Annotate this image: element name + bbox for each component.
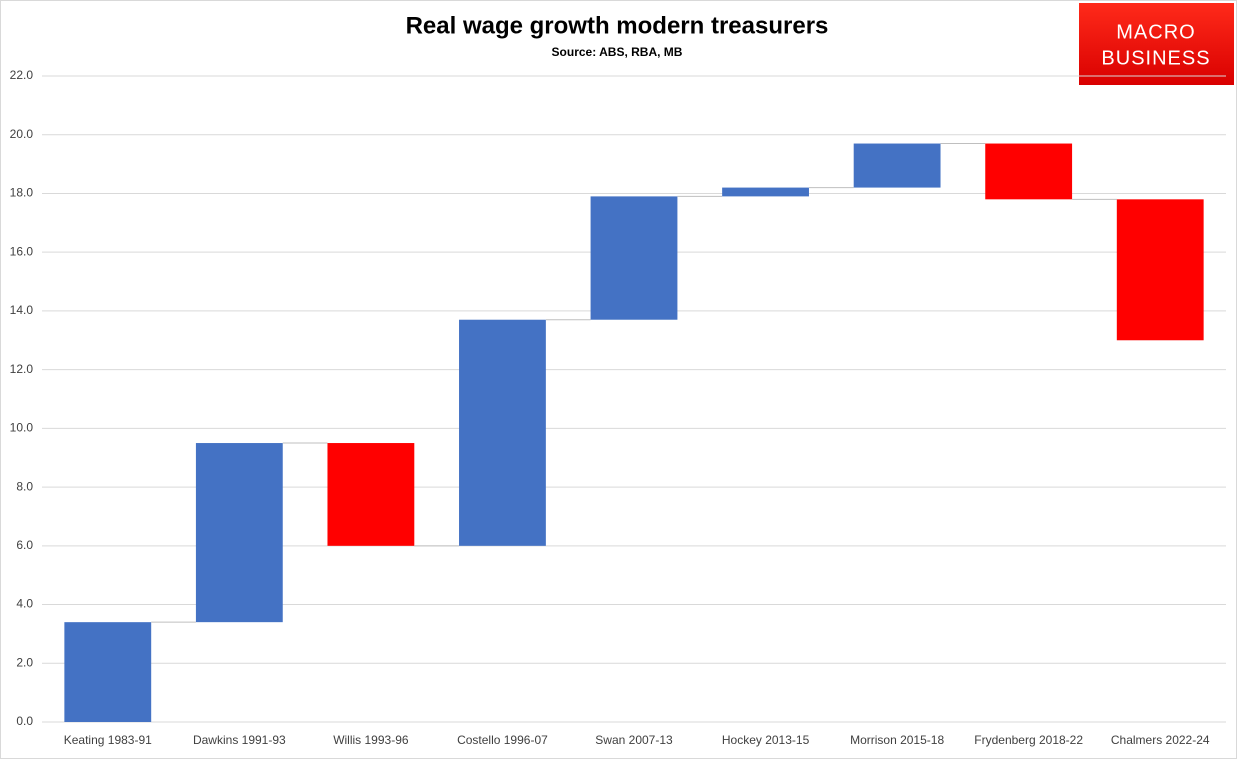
chart-title: Real wage growth modern treasurers: [406, 12, 829, 39]
y-tick-label: 18.0: [10, 186, 34, 200]
x-tick-label: Dawkins 1991-93: [193, 733, 286, 747]
logo-text: BUSINESS: [1101, 47, 1210, 69]
x-tick-label: Costello 1996-07: [457, 733, 548, 747]
x-tick-label: Keating 1983-91: [64, 733, 152, 747]
bar: [1116, 199, 1204, 341]
y-tick-label: 6.0: [16, 538, 33, 552]
logo: MACRO BUSINESS: [1079, 3, 1234, 85]
y-tick-label: 0.0: [16, 714, 33, 728]
y-tick-label: 22.0: [10, 68, 34, 82]
logo-box: [1079, 3, 1234, 85]
y-tick-label: 14.0: [10, 303, 34, 317]
bar: [722, 187, 809, 197]
bar: [590, 196, 678, 320]
x-tick-label: Willis 1993-96: [333, 733, 409, 747]
x-tick-label: Chalmers 2022-24: [1111, 733, 1210, 747]
y-tick-label: 4.0: [16, 597, 33, 611]
y-tick-label: 8.0: [16, 479, 33, 493]
x-tick-label: Swan 2007-13: [595, 733, 673, 747]
bar: [195, 443, 283, 623]
logo-text: MACRO: [1116, 21, 1195, 43]
y-tick-label: 16.0: [10, 244, 34, 258]
bar: [985, 143, 1073, 200]
x-tick-label: Hockey 2013-15: [722, 733, 810, 747]
bar: [327, 443, 415, 546]
bar: [853, 143, 941, 188]
bar: [64, 622, 152, 722]
x-tick-label: Frydenberg 2018-22: [974, 733, 1083, 747]
y-tick-label: 10.0: [10, 421, 34, 435]
chart-subtitle: Source: ABS, RBA, MB: [552, 45, 683, 59]
x-tick-label: Morrison 2015-18: [850, 733, 944, 747]
y-tick-label: 12.0: [10, 362, 34, 376]
y-tick-label: 20.0: [10, 127, 34, 141]
y-tick-label: 2.0: [16, 655, 33, 669]
bar: [459, 319, 546, 546]
